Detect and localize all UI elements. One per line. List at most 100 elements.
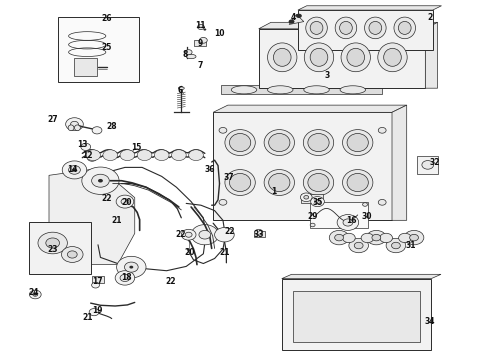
- Polygon shape: [49, 168, 135, 265]
- Ellipse shape: [304, 43, 334, 72]
- Ellipse shape: [68, 125, 74, 131]
- Bar: [29, 222, 91, 274]
- Text: 30: 30: [361, 212, 372, 221]
- Circle shape: [87, 154, 97, 161]
- Ellipse shape: [74, 125, 80, 131]
- Ellipse shape: [225, 130, 255, 156]
- Text: 13: 13: [77, 140, 88, 149]
- Text: 31: 31: [405, 241, 416, 250]
- Ellipse shape: [310, 48, 328, 66]
- Ellipse shape: [86, 150, 100, 161]
- Ellipse shape: [225, 170, 255, 195]
- Circle shape: [361, 233, 374, 243]
- Ellipse shape: [269, 134, 290, 152]
- Text: 8: 8: [183, 50, 188, 59]
- Bar: [92, 276, 104, 283]
- Ellipse shape: [229, 174, 251, 192]
- Text: 20: 20: [185, 248, 196, 257]
- Circle shape: [92, 127, 102, 134]
- Ellipse shape: [310, 21, 323, 34]
- Bar: [194, 40, 206, 46]
- Circle shape: [289, 19, 294, 24]
- Bar: [254, 231, 265, 237]
- Text: 20: 20: [121, 198, 132, 207]
- Ellipse shape: [264, 130, 294, 156]
- Circle shape: [121, 199, 129, 204]
- Ellipse shape: [306, 17, 327, 39]
- Ellipse shape: [303, 130, 334, 156]
- Circle shape: [337, 215, 359, 230]
- Ellipse shape: [268, 86, 293, 94]
- Circle shape: [185, 232, 192, 237]
- Circle shape: [392, 242, 400, 249]
- Circle shape: [34, 293, 37, 296]
- Text: 6: 6: [178, 86, 183, 95]
- Circle shape: [215, 228, 234, 242]
- Circle shape: [343, 233, 355, 243]
- Circle shape: [203, 28, 206, 31]
- Circle shape: [363, 203, 368, 206]
- Circle shape: [29, 290, 41, 299]
- Circle shape: [386, 238, 406, 253]
- Text: 37: 37: [224, 173, 235, 181]
- Circle shape: [399, 233, 412, 243]
- Circle shape: [66, 118, 83, 131]
- Polygon shape: [213, 105, 407, 112]
- Circle shape: [38, 232, 67, 254]
- Text: 18: 18: [121, 274, 132, 282]
- Text: 16: 16: [346, 216, 357, 225]
- Bar: [293, 291, 420, 342]
- Circle shape: [181, 229, 196, 240]
- Text: 10: 10: [214, 29, 225, 37]
- Text: 9: 9: [197, 40, 202, 49]
- Ellipse shape: [369, 21, 382, 34]
- Circle shape: [124, 262, 138, 272]
- Ellipse shape: [269, 174, 290, 192]
- Ellipse shape: [365, 17, 386, 39]
- Circle shape: [335, 234, 343, 241]
- Text: 34: 34: [425, 317, 436, 325]
- Circle shape: [310, 223, 315, 227]
- Text: 25: 25: [101, 43, 112, 52]
- Circle shape: [67, 251, 77, 258]
- Ellipse shape: [308, 134, 329, 152]
- Circle shape: [72, 168, 77, 172]
- Circle shape: [311, 197, 324, 207]
- Bar: [298, 10, 433, 50]
- Circle shape: [378, 127, 386, 133]
- Ellipse shape: [185, 50, 192, 55]
- Text: 1: 1: [271, 187, 276, 196]
- Ellipse shape: [378, 43, 407, 72]
- Circle shape: [315, 199, 320, 204]
- Ellipse shape: [115, 271, 135, 285]
- Text: 2: 2: [428, 13, 433, 22]
- Bar: [301, 194, 323, 203]
- Circle shape: [71, 121, 78, 127]
- Polygon shape: [392, 105, 407, 220]
- Polygon shape: [298, 6, 441, 10]
- Text: 7: 7: [197, 61, 202, 70]
- Polygon shape: [425, 22, 438, 88]
- Ellipse shape: [394, 17, 416, 39]
- Ellipse shape: [264, 170, 294, 195]
- Circle shape: [300, 193, 312, 202]
- Circle shape: [82, 167, 119, 194]
- Ellipse shape: [341, 43, 370, 72]
- Text: 22: 22: [101, 194, 112, 203]
- Text: 22: 22: [224, 227, 235, 236]
- Text: 36: 36: [204, 165, 215, 174]
- Text: 22: 22: [175, 230, 186, 239]
- Ellipse shape: [186, 54, 196, 59]
- Ellipse shape: [154, 150, 169, 161]
- Circle shape: [197, 24, 204, 30]
- Text: 21: 21: [111, 216, 122, 225]
- Circle shape: [367, 230, 386, 245]
- Text: 32: 32: [430, 158, 441, 167]
- Ellipse shape: [103, 150, 118, 161]
- Ellipse shape: [384, 48, 401, 66]
- Bar: [259, 29, 425, 88]
- Ellipse shape: [172, 150, 186, 161]
- Ellipse shape: [308, 174, 329, 192]
- Circle shape: [92, 282, 99, 288]
- Bar: [220, 85, 382, 94]
